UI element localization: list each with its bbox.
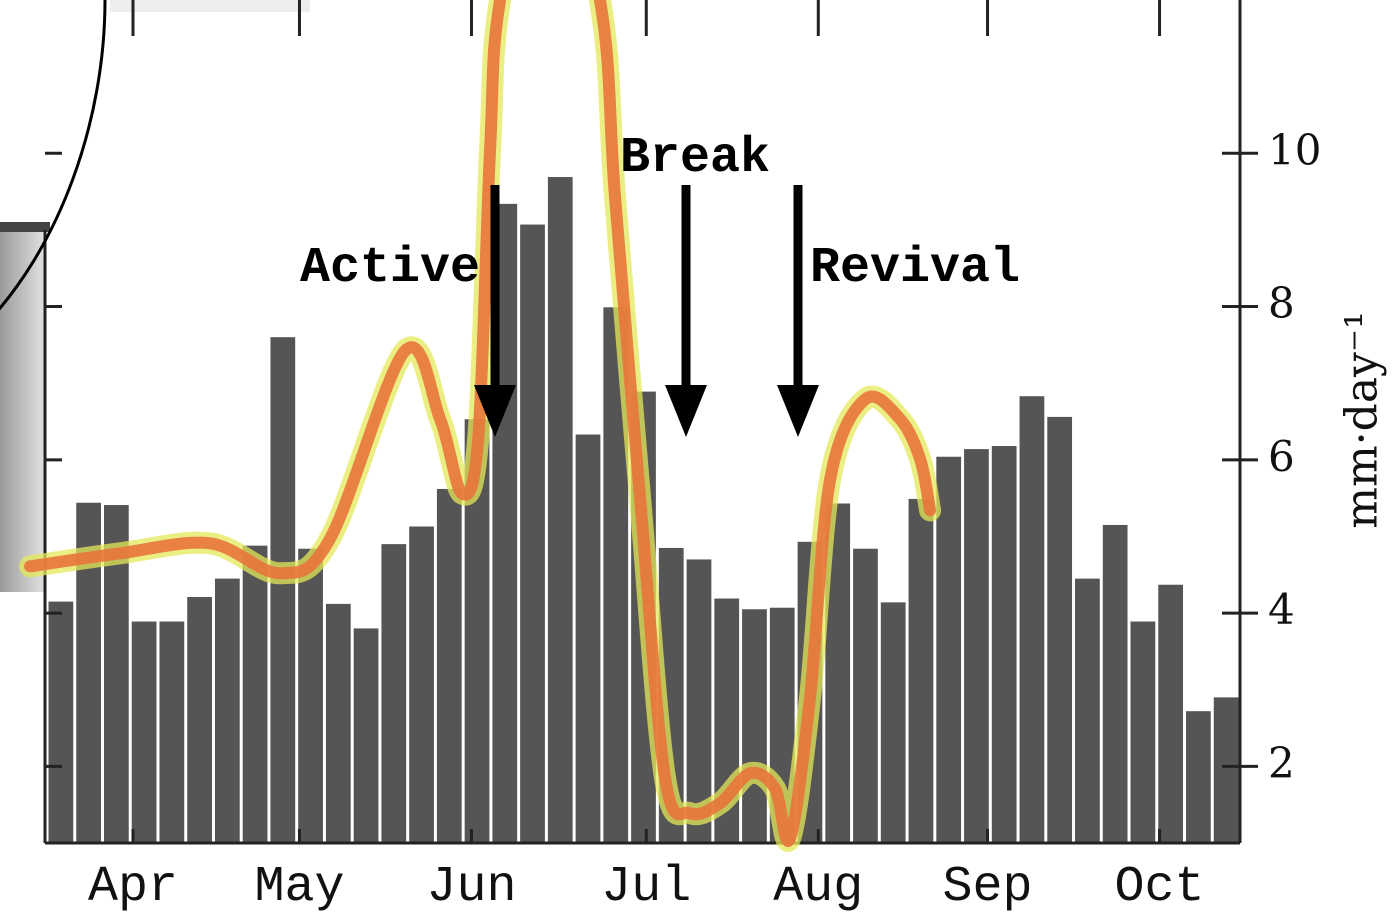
- bar: [991, 446, 1017, 843]
- arrowhead: [777, 385, 819, 437]
- annotation: Break: [620, 130, 770, 187]
- side-bar: [0, 222, 50, 232]
- bar: [270, 337, 296, 843]
- bar: [1019, 396, 1045, 843]
- bar: [1130, 621, 1156, 843]
- bar: [1186, 711, 1211, 843]
- bar: [298, 548, 323, 843]
- x-tick-label: Apr: [88, 859, 178, 916]
- decoration: [0, 0, 310, 592]
- bar: [159, 621, 185, 843]
- bar: [520, 224, 545, 843]
- bar: [547, 177, 573, 843]
- y-tick-label: 4: [1268, 585, 1295, 634]
- bar: [1047, 416, 1073, 843]
- bar: [853, 548, 878, 843]
- y-tick-label: 6: [1268, 432, 1295, 481]
- bar: [880, 602, 906, 843]
- x-tick-label: Jul: [601, 859, 691, 916]
- bar: [242, 545, 268, 843]
- x-tick-label: Sep: [943, 859, 1033, 916]
- bar: [409, 526, 434, 843]
- top-panel: [110, 0, 310, 12]
- bar: [964, 449, 989, 843]
- annotation: Active: [300, 240, 480, 297]
- x-tick-label: Oct: [1115, 859, 1205, 916]
- bar: [742, 609, 767, 843]
- bar: [214, 578, 240, 843]
- annotation: Revival: [810, 240, 1020, 297]
- y-tick-label: 10: [1268, 125, 1321, 174]
- x-tick-label: Aug: [773, 859, 863, 916]
- bar: [353, 628, 379, 843]
- bar: [686, 559, 712, 843]
- bar: [48, 601, 74, 843]
- y-tick-label: 8: [1268, 279, 1295, 328]
- x-tick-label: May: [254, 859, 344, 916]
- arrowhead: [665, 385, 707, 437]
- bar: [381, 544, 407, 843]
- bar: [131, 621, 157, 843]
- bar: [1158, 584, 1184, 843]
- bar: [187, 596, 212, 843]
- y-axis-label: mm·day⁻¹: [1337, 311, 1388, 529]
- arrowhead: [474, 385, 516, 437]
- annotations: Active Break Revival: [300, 130, 1020, 437]
- bar: [1102, 524, 1128, 843]
- bar: [936, 456, 962, 843]
- x-tick-label: Jun: [426, 859, 516, 916]
- side-panel: [0, 232, 45, 592]
- bar: [908, 498, 934, 843]
- y-tick-label: 2: [1268, 738, 1295, 787]
- circle-arc: [0, 0, 107, 311]
- line: [24, 0, 937, 847]
- bar: [1075, 578, 1100, 843]
- bar: [575, 434, 601, 843]
- bar: [1213, 697, 1239, 843]
- bar: [436, 488, 462, 843]
- bar: [325, 603, 351, 843]
